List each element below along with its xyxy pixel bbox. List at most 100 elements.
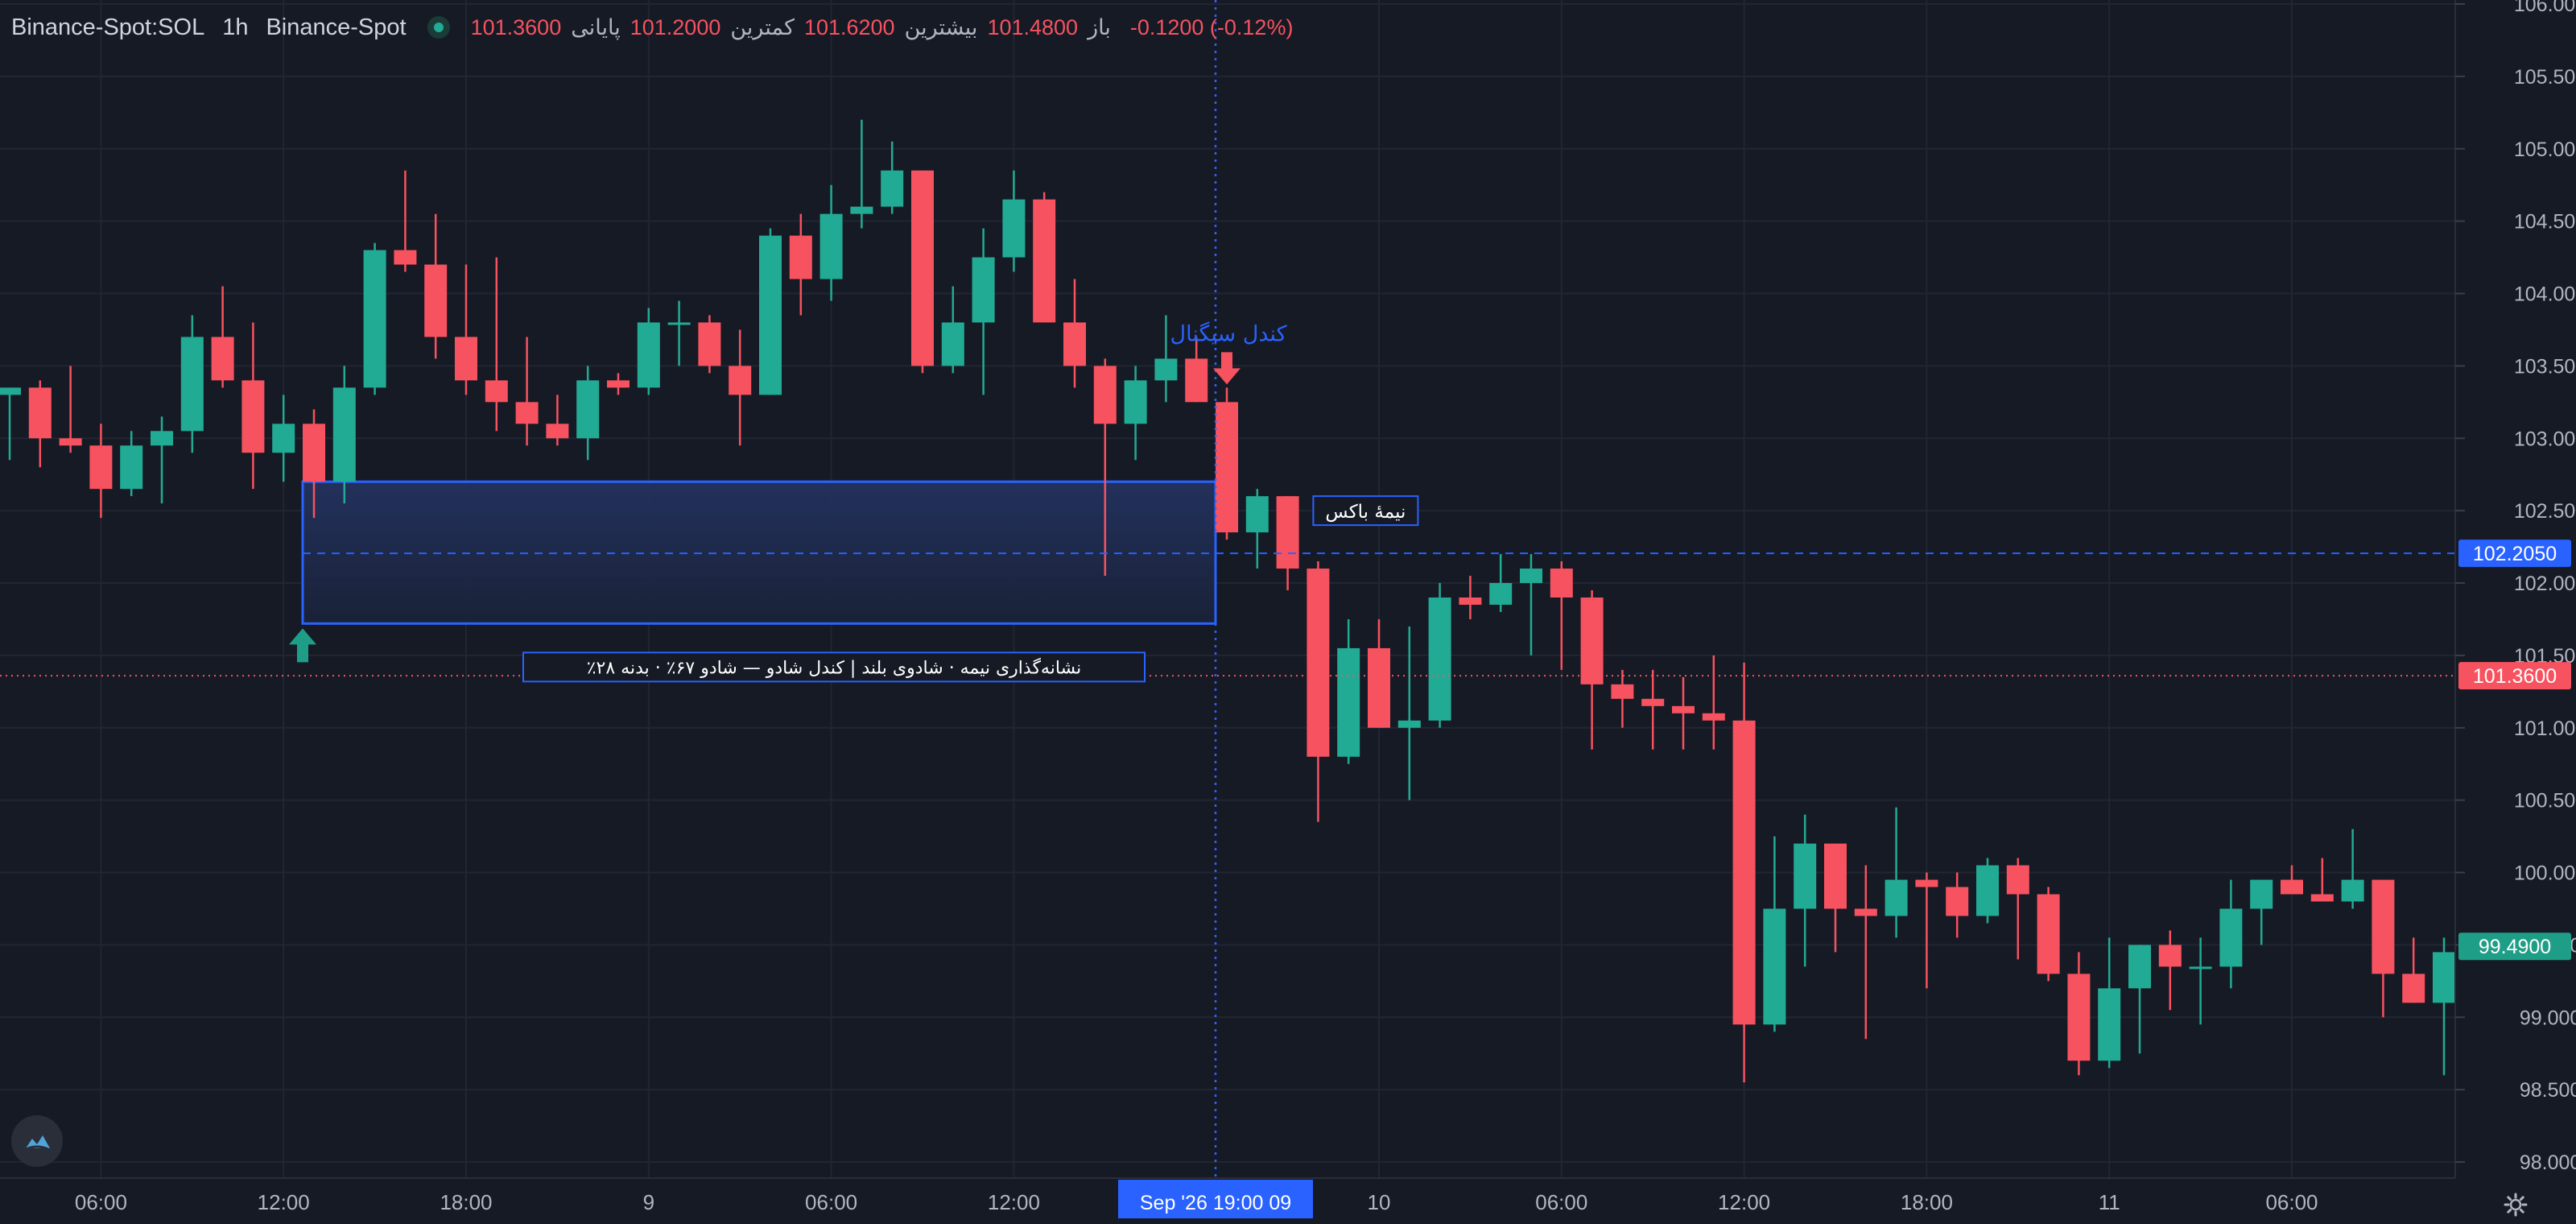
crosshair-time-tag xyxy=(1118,1180,1313,1218)
candle-body xyxy=(972,257,995,323)
high-label: بیشترین xyxy=(904,14,978,39)
price-axis-bg xyxy=(2455,0,2576,1224)
candle-body xyxy=(941,322,964,366)
box-description-text: ٪نشانه‌گذاری نیمه · شادوی بلند | کندل شا… xyxy=(587,657,1082,678)
candle-body xyxy=(698,322,721,366)
candle-body xyxy=(819,213,843,279)
price-tick-label: 99.0000 xyxy=(2520,1007,2576,1029)
candle-body xyxy=(394,250,417,265)
low-label: کمترین xyxy=(730,14,795,39)
candle-body xyxy=(2098,988,2121,1061)
time-tick-label: 18:00 xyxy=(1901,1190,1953,1214)
time-tick-label: 11 xyxy=(2099,1190,2120,1214)
candle-body xyxy=(1976,865,1999,916)
price-tag-text: 102.2050 xyxy=(2473,543,2557,565)
candle-body xyxy=(2006,865,2029,895)
candle-body xyxy=(759,235,782,395)
arrow-up-icon xyxy=(289,628,316,663)
candle-body xyxy=(2341,879,2364,902)
signal-candle-label: کندل سیگنال xyxy=(1170,320,1286,346)
time-tick-label: 9 xyxy=(643,1190,654,1214)
ohlc-values: باز 101.4800 بیشترین 101.6200 کمترین 101… xyxy=(468,15,1117,40)
price-tag xyxy=(2458,540,2571,568)
interval-label[interactable]: 1h xyxy=(222,14,249,40)
symbol-legend: Binance-Spot:SOL 1h Binance-Spot باز 101… xyxy=(11,11,1293,43)
change-value: -0.1200 (-0.12%) xyxy=(1129,14,1294,39)
gear-icon[interactable] xyxy=(2500,1189,2532,1221)
candle-body xyxy=(89,445,113,490)
price-tick-label: 103.0000 xyxy=(2514,428,2576,450)
price-tick-label: 103.5000 xyxy=(2514,355,2576,378)
candle-body xyxy=(1245,496,1269,533)
close-value: 101.3600 xyxy=(470,14,562,39)
time-tick-label: 06:00 xyxy=(805,1190,857,1214)
candle-body xyxy=(455,337,477,381)
candle-body xyxy=(1520,569,1542,584)
candle-body xyxy=(2310,894,2334,902)
candle-body xyxy=(1002,199,1026,258)
candle-body xyxy=(303,424,325,482)
candle-body xyxy=(1428,598,1451,721)
price-tag xyxy=(2458,662,2571,690)
candle-body xyxy=(332,387,356,482)
candle-body xyxy=(2189,966,2212,970)
candle-body xyxy=(1124,380,1147,424)
candle-body xyxy=(1946,887,1969,916)
candle-body xyxy=(789,235,812,279)
candle-body xyxy=(1154,358,1178,381)
candle-body xyxy=(2433,952,2455,1003)
symbol-name[interactable]: Binance-Spot:SOL xyxy=(11,14,205,40)
candle-body xyxy=(546,424,569,439)
candle-body xyxy=(1641,698,1665,706)
price-tick-label: 100.0000 xyxy=(2514,862,2576,885)
price-tick-label: 102.5000 xyxy=(2514,500,2576,523)
candle-body xyxy=(28,387,52,439)
candle-body xyxy=(576,380,600,439)
time-tick-label: 06:00 xyxy=(2265,1190,2318,1214)
candle-body xyxy=(2219,908,2243,967)
price-tick-label: 102.0000 xyxy=(2514,573,2576,595)
candle-body xyxy=(2281,879,2303,895)
time-tick-label: 18:00 xyxy=(440,1190,492,1214)
time-tick-label: 12:00 xyxy=(988,1190,1040,1214)
candle-body xyxy=(2372,879,2395,974)
candle-body xyxy=(363,250,386,388)
candles xyxy=(0,119,2455,1083)
candle-body xyxy=(120,445,143,490)
box-description-label: ٪نشانه‌گذاری نیمه · شادوی بلند | کندل شا… xyxy=(522,651,1146,683)
candle-body xyxy=(59,438,82,446)
time-axis[interactable]: 06:00 12:00 18:00 9 06:00 12:00 10 06:00 12:00 18… xyxy=(0,1177,2576,1224)
time-tick-label: 06:00 xyxy=(75,1190,127,1214)
price-tick-label: 98.5000 xyxy=(2520,1079,2576,1102)
half-box-label: نیمهٔ باکس xyxy=(1312,495,1419,527)
exchange-label: Binance-Spot xyxy=(266,14,407,40)
candle-body xyxy=(911,170,934,366)
candle-body xyxy=(1093,366,1117,424)
candle-body xyxy=(1915,879,1938,887)
candle-body xyxy=(1885,879,1908,916)
candle-body xyxy=(881,170,904,207)
market-status-dot xyxy=(427,16,450,39)
price-tick-label: 100.5000 xyxy=(2514,790,2576,813)
time-tick-label: 12:00 xyxy=(258,1190,310,1214)
price-axis[interactable]: 98.000098.500099.000099.5000100.0000100.… xyxy=(2454,0,2576,1224)
cloud-logo-icon[interactable] xyxy=(11,1115,63,1167)
candle-body xyxy=(850,206,873,214)
candle-body xyxy=(485,380,508,403)
candle-body xyxy=(1854,908,1877,916)
candle-body xyxy=(1763,908,1786,1025)
candle-body xyxy=(515,402,539,424)
half-box-label-text: نیمهٔ باکس xyxy=(1325,502,1406,523)
candle-body xyxy=(151,431,173,446)
candle-body xyxy=(1824,843,1847,909)
candle-body xyxy=(1732,720,1756,1025)
candle-body xyxy=(729,366,752,395)
price-tag-text: 99.4900 xyxy=(2479,936,2551,958)
candle-body xyxy=(1216,402,1238,533)
candle-body xyxy=(2402,974,2425,1003)
candle-body xyxy=(2067,974,2091,1061)
candle-body xyxy=(1397,720,1421,728)
candle-body xyxy=(1489,583,1513,605)
